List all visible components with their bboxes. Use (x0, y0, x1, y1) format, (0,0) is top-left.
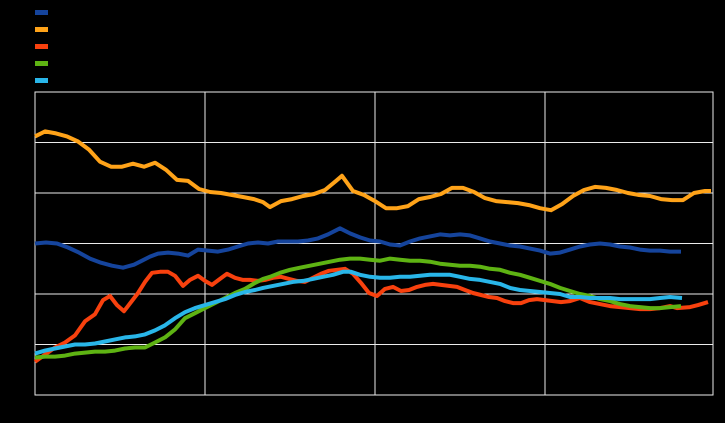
legend-item-series-orange (35, 21, 54, 38)
legend-swatch-series-orange (35, 27, 48, 32)
legend-item-series-cyan (35, 72, 54, 89)
legend-swatch-series-red (35, 44, 48, 49)
series-line-dark-blue (34, 226, 681, 270)
legend-swatch-series-dark-blue (35, 10, 48, 15)
series-line-green (34, 256, 682, 360)
legend-swatch-series-cyan (35, 78, 48, 83)
legend-swatch-series-green (35, 61, 48, 66)
series-line-orange (34, 129, 711, 213)
legend-item-series-red (35, 38, 54, 55)
series-line-red (33, 266, 709, 364)
legend (35, 4, 54, 89)
legend-item-series-green (35, 55, 54, 72)
legend-item-series-dark-blue (35, 4, 54, 21)
series-line-cyan (34, 269, 683, 356)
